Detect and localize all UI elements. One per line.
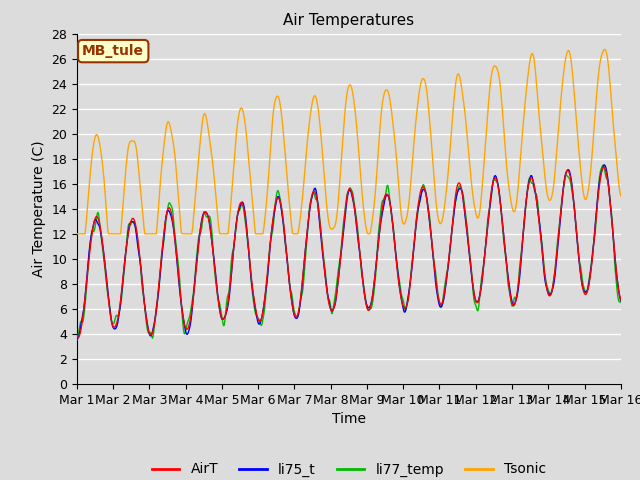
X-axis label: Time: Time xyxy=(332,412,366,426)
Text: MB_tule: MB_tule xyxy=(82,44,144,58)
Y-axis label: Air Temperature (C): Air Temperature (C) xyxy=(31,141,45,277)
Title: Air Temperatures: Air Temperatures xyxy=(284,13,414,28)
Legend: AirT, li75_t, li77_temp, Tsonic: AirT, li75_t, li77_temp, Tsonic xyxy=(146,457,552,480)
